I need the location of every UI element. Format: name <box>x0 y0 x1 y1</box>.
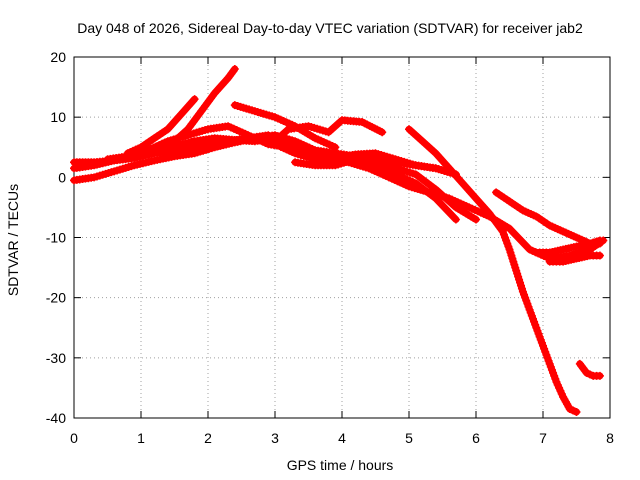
x-tick-label: 7 <box>539 430 547 446</box>
x-tick-label: 5 <box>405 430 413 446</box>
x-tick-label: 8 <box>606 430 614 446</box>
x-tick-label: 3 <box>271 430 279 446</box>
series-sat-i <box>230 101 340 152</box>
data-point <box>472 215 480 224</box>
x-tick-label: 1 <box>137 430 145 446</box>
series-sat-h <box>271 116 387 146</box>
series-sat-e <box>123 95 199 158</box>
series-sat-o <box>575 359 604 380</box>
data-point <box>451 215 460 224</box>
data-point <box>378 128 387 137</box>
data-point <box>331 143 340 152</box>
grid <box>74 57 610 418</box>
y-tick-label: 20 <box>50 49 66 65</box>
data-point <box>230 65 239 74</box>
series-sat-m <box>532 236 604 257</box>
y-tick-label: 10 <box>50 109 66 125</box>
series-sat-k <box>405 125 581 416</box>
x-tick-label: 4 <box>338 430 346 446</box>
y-tick-label: -10 <box>46 230 66 246</box>
series-sat-f <box>170 65 239 146</box>
x-tick-label: 2 <box>204 430 212 446</box>
y-tick-label: -30 <box>46 350 66 366</box>
data-point <box>595 236 604 245</box>
x-tick-label: 6 <box>472 430 480 446</box>
x-tick-label: 0 <box>70 430 78 446</box>
data-point <box>595 371 604 380</box>
y-tick-label: -40 <box>46 410 66 426</box>
data-point <box>572 407 581 416</box>
y-axis-label: SDTVAR / TECUs <box>5 184 21 296</box>
y-tick-label: -20 <box>46 290 66 306</box>
axis-ticks: 0 1 2 3 4 5 6 7 8 20 10 0 -10 -20 -30 -40 <box>46 49 614 446</box>
series-sat-d <box>103 122 608 263</box>
chart-title: Day 048 of 2026, Sidereal Day-to-day VTE… <box>77 20 583 36</box>
series-sat-j <box>291 155 460 224</box>
series-sat-n <box>545 251 604 266</box>
y-tick-label: 0 <box>58 169 66 185</box>
series-group <box>70 65 608 416</box>
data-point <box>190 95 199 104</box>
x-axis-label: GPS time / hours <box>287 457 394 473</box>
data-point <box>595 251 604 260</box>
